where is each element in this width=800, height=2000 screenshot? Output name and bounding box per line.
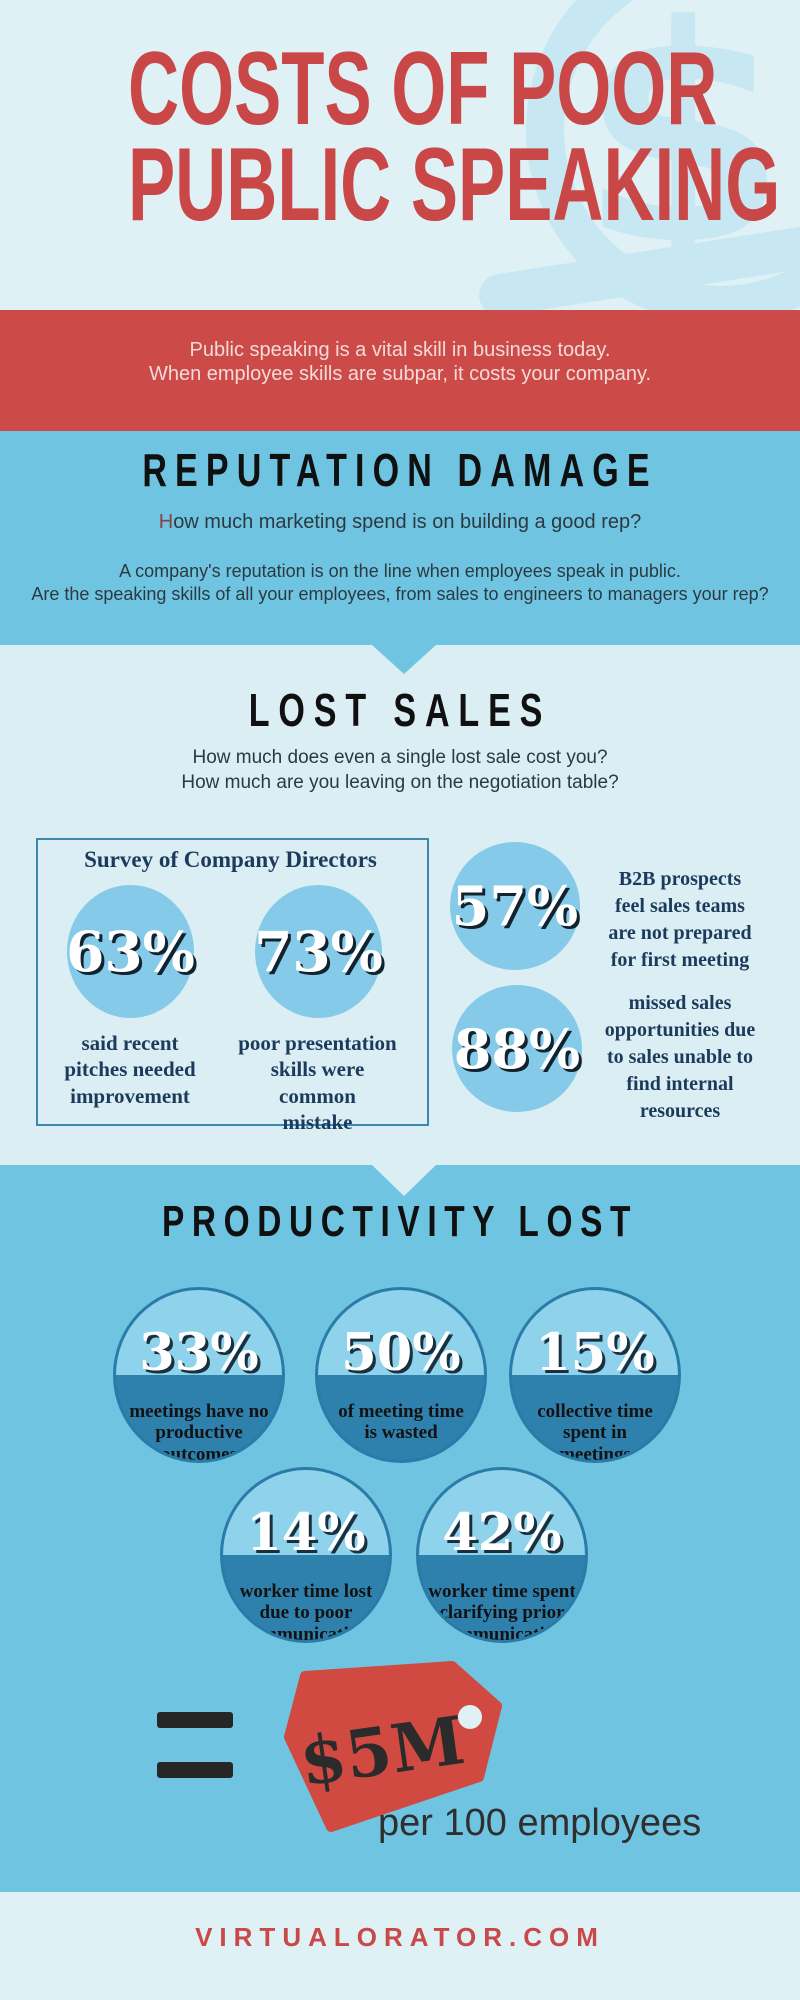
stat-caption-63: said recent pitches needed improvement (45, 1030, 215, 1109)
lost-sales-heading: LOST SALES (248, 684, 552, 736)
caption-line: feel sales teams (615, 895, 745, 917)
reputation-body-line1: A company's reputation is on the line wh… (119, 561, 681, 581)
stat-value-14: 14% (246, 1502, 366, 1563)
reputation-body-line2: Are the speaking skills of all your empl… (31, 584, 769, 604)
lost-sales-subtitle-line1: How much does even a single lost sale co… (192, 747, 608, 768)
equals-icon (157, 1712, 233, 1728)
stat-value-42: 42% (442, 1502, 562, 1563)
caption-line: for first meeting (610, 949, 750, 971)
caption-line: outcomes (161, 1443, 237, 1463)
stat-caption-57: B2B prospects feel sales teams are not p… (575, 866, 785, 974)
caption-line: improvement (70, 1083, 190, 1108)
caption-line: skills were (270, 1057, 365, 1082)
stat-value-63: 63% (66, 919, 195, 984)
dollar-watermark-icon: $ (479, 0, 800, 310)
stat-circle-57: 57% (450, 842, 580, 970)
stat-caption-33: meetings have no productive outcomes (116, 1395, 282, 1463)
stat-value-33: 33% (139, 1322, 259, 1383)
intro-line1: Public speaking is a vital skill in busi… (189, 339, 611, 361)
footer-section (0, 1892, 800, 2000)
caption-line: due to poor (259, 1602, 353, 1624)
caption-line: worker time lost (239, 1581, 373, 1602)
caption-line: said recent (81, 1031, 179, 1055)
stat-circle-73: 73% (254, 885, 383, 1018)
stat-circle-50: 50% of meeting time is wasted (315, 1287, 487, 1463)
caption-line: worker time spent (428, 1581, 576, 1602)
arrow-down-icon (372, 1165, 436, 1196)
stat-caption-15: collective time spent in meetings (512, 1395, 678, 1463)
stat-circle-88: 88% (452, 985, 582, 1112)
stat-caption-73: poor presentation skills were common mis… (230, 1030, 405, 1136)
caption-line: resources (639, 1100, 721, 1122)
page-title-line1: COSTS OF POOR (128, 31, 718, 147)
intro-banner (0, 310, 800, 431)
stat-value-73: 73% (254, 919, 383, 984)
stat-value-15: 15% (535, 1322, 655, 1383)
page-title-line2: PUBLIC SPEAKING (128, 126, 781, 243)
caption-line: poor presentation (238, 1031, 397, 1055)
stat-circle-42: 42% worker time spent clarifying prior c… (416, 1467, 588, 1643)
price-tag-icon: $5M (284, 1661, 502, 1832)
equals-icon (157, 1762, 233, 1778)
header-section: $ COSTS OF POOR PUBLIC SPEAKING (0, 0, 800, 310)
intro-line2: When employee skills are subpar, it cost… (148, 363, 652, 385)
caption-line: mistake (282, 1110, 353, 1135)
stat-circle-15: 15% collective time spent in meetings (509, 1287, 681, 1463)
caption-line: meetings (559, 1443, 631, 1463)
caption-line: opportunities due (604, 1019, 756, 1041)
stat-value-57: 57% (451, 874, 579, 938)
reputation-body: A company's reputation is on the line wh… (0, 560, 800, 606)
reputation-question-initial: H (158, 511, 174, 533)
stat-caption-88: missed sales opportunities due to sales … (575, 990, 785, 1125)
tag-caption: per 100 employees (378, 1802, 702, 1844)
reputation-section (0, 431, 800, 645)
stat-value-50: 50% (341, 1322, 461, 1383)
survey-box (36, 838, 429, 1126)
caption-line: to sales unable to (606, 1046, 754, 1068)
reputation-question: How much marketing spend is on building … (0, 511, 800, 534)
website-link[interactable]: VIRTUALORATOR.COM (195, 1922, 605, 1952)
caption-line: of meeting time (338, 1401, 464, 1422)
caption-line: find internal (626, 1073, 734, 1095)
stat-caption-50: of meeting time is wasted (318, 1395, 484, 1444)
intro-text: Public speaking is a vital skill in busi… (0, 338, 800, 386)
productivity-heading: PRODUCTIVITY LOST (161, 1197, 638, 1246)
stat-circle-33: 33% meetings have no productive outcomes (113, 1287, 285, 1463)
reputation-heading: REPUTATION DAMAGE (142, 444, 658, 496)
arrow-down-icon (372, 645, 436, 674)
caption-line: missed sales (628, 992, 732, 1014)
stat-value-88: 88% (453, 1016, 581, 1081)
caption-line: productive (155, 1422, 243, 1444)
caption-line: is wasted (364, 1422, 438, 1444)
stat-circle-63: 63% (66, 885, 195, 1018)
stat-circle-14: 14% worker time lost due to poor communi… (220, 1467, 392, 1643)
caption-line: pitches needed (64, 1057, 196, 1082)
reputation-question-rest: ow much marketing spend is on building a… (173, 511, 642, 533)
page-title: COSTS OF POOR PUBLIC SPEAKING (128, 31, 781, 243)
caption-line: meetings have no (129, 1401, 269, 1422)
caption-line: common (279, 1083, 356, 1108)
caption-line: clarifying prior (439, 1602, 565, 1624)
caption-line: collective time (537, 1401, 653, 1422)
lost-sales-subtitle-line2: How much are you leaving on the negotiat… (181, 772, 619, 793)
caption-line: spent in (563, 1422, 627, 1444)
caption-line: B2B prospects (618, 868, 742, 890)
caption-line: are not prepared (608, 922, 752, 944)
survey-title: Survey of Company Directors (84, 847, 377, 872)
